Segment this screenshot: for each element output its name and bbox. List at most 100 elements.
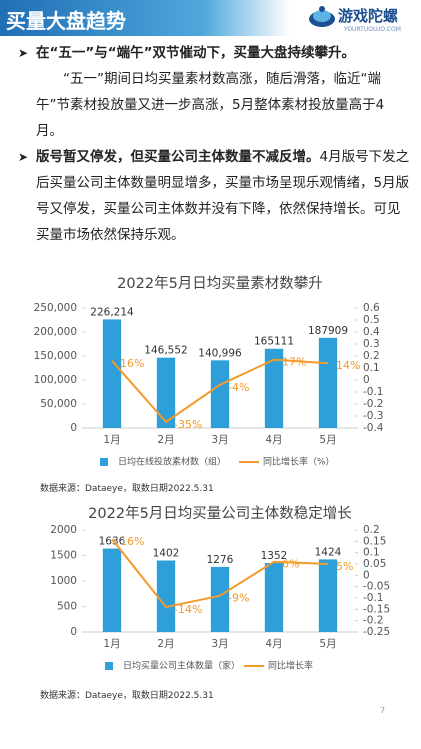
x-tick-label: 4月 — [265, 638, 282, 650]
legend-label: 同比增长率 — [268, 660, 313, 672]
x-tick-label: 2月 — [157, 638, 174, 650]
line-value-label: -4% — [228, 381, 249, 394]
header-bar — [0, 0, 290, 36]
tick-label: 1000 — [50, 575, 77, 587]
bar — [102, 319, 122, 428]
tick-label: 0.1 — [363, 547, 380, 559]
header-title: 买量大盘趋势 — [6, 9, 126, 33]
bar-value-label: 226,214 — [90, 306, 134, 318]
bar — [210, 360, 230, 428]
tick-label: 0 — [363, 374, 370, 386]
x-tick-label: 5月 — [319, 638, 336, 650]
bar — [264, 348, 284, 428]
bar-value-label: 146,552 — [144, 345, 187, 357]
bar-value-label: 1424 — [315, 546, 342, 558]
legend-marker — [105, 662, 113, 670]
chart-title: 2022年5月日均买量公司主体数稳定增长 — [88, 505, 352, 522]
bar — [102, 548, 122, 632]
tick-label: -0.4 — [363, 422, 384, 434]
tick-label: 0.05 — [363, 558, 386, 570]
line-value-label: 6% — [282, 558, 299, 571]
bullet-lead: 在“五一”与“端午”双节催动下，买量大盘持续攀升。 — [36, 45, 355, 61]
tick-label: 100,000 — [34, 374, 77, 386]
tick-label: 150,000 — [34, 350, 77, 362]
logo-icon — [309, 6, 335, 27]
legend-marker — [100, 458, 108, 466]
tick-label: -0.05 — [363, 581, 390, 593]
header: 买量大盘趋势 游戏陀螺 YOURTUOLUO.COM — [0, 0, 421, 36]
bar — [264, 563, 284, 632]
bar — [156, 357, 176, 428]
x-tick-label: 5月 — [319, 434, 336, 446]
tick-label: 0.15 — [363, 535, 386, 547]
tick-label: 0.4 — [363, 326, 380, 338]
line-value-label: 16% — [120, 357, 144, 370]
bar — [318, 337, 338, 428]
x-tick-label: 4月 — [265, 434, 282, 446]
x-tick-label: 3月 — [211, 638, 228, 650]
bar-value-label: 1402 — [153, 547, 180, 559]
bar-value-label: 1276 — [207, 554, 234, 566]
bullet: ➤ 版号暂又停发，但买量公司主体数量不减反增。4月版号下发之后买量公司主体数量明显… — [18, 149, 410, 243]
bar-value-label: 1352 — [261, 550, 288, 562]
chart-title: 2022年5月日均买量素材数攀升 — [117, 275, 323, 292]
line — [111, 538, 329, 609]
legend-label: 同比增长率（%） — [263, 456, 335, 468]
tick-label: 0.6 — [363, 302, 380, 314]
tick-label: -0.2 — [363, 398, 384, 410]
tick-label: 0.1 — [363, 362, 380, 374]
x-tick-label: 2月 — [157, 434, 174, 446]
legend-label: 日均买量公司主体数量（家） — [123, 660, 240, 672]
tick-label: 50,000 — [40, 398, 77, 410]
source-note: 数据来源：Dataeye，取数日期2022.5.31 — [40, 691, 214, 701]
chart: 2022年5月日均买量公司主体数稳定增长 0 500 1000 1500 2000 -0.2… — [50, 505, 390, 672]
line-value-label: 17% — [282, 356, 306, 369]
line-value-label: 16% — [120, 535, 144, 548]
tick-label: 200,000 — [34, 326, 77, 338]
tick-label: -0.2 — [363, 615, 384, 627]
tick-label: 0 — [363, 569, 370, 581]
tick-label: 0.3 — [363, 338, 380, 350]
page-number: 7 — [380, 706, 386, 715]
chart: 2022年5月日均买量素材数攀升 0 50,000 100,000 150,000 200… — [34, 275, 384, 468]
logo-text: 游戏陀螺 — [338, 7, 399, 25]
tick-label: 250,000 — [34, 302, 77, 314]
line-value-label: -14% — [174, 603, 202, 616]
bullet-body: 4月版号下发之后买量公司主体数量明显增多，买量市场呈现乐观情绪，5月版号又停发，… — [36, 149, 410, 243]
line-value-label: 5% — [336, 560, 353, 573]
tick-label: 0.5 — [363, 314, 380, 326]
legend-label: 日均在线投放素材数（组） — [118, 456, 226, 468]
tick-label: 2000 — [50, 524, 77, 536]
x-tick-label: 3月 — [211, 434, 228, 446]
logo-subtext: YOURTUOLUO.COM — [344, 26, 401, 33]
bullet-lead: 版号暂又停发，但买量公司主体数量不减反增。 — [36, 149, 320, 165]
tick-label: 0 — [70, 422, 77, 434]
tick-label: -0.15 — [363, 603, 390, 615]
x-tick-label: 1月 — [103, 434, 120, 446]
bullet-body: “五一”期间日均买量素材数高涨，随后滑落，临近“端午”节素材投放量又进一步高涨，… — [36, 71, 385, 139]
bar-value-label: 187909 — [308, 325, 348, 337]
bar — [318, 559, 338, 632]
tick-label: -0.1 — [363, 592, 384, 604]
tick-label: -0.3 — [363, 410, 384, 422]
line-value-label: -35% — [174, 418, 202, 431]
tick-label: 500 — [57, 601, 77, 613]
line-value-label: -9% — [228, 592, 249, 605]
bar-value-label: 140,996 — [198, 347, 242, 359]
tick-label: -0.1 — [363, 386, 384, 398]
tick-label: 0 — [70, 626, 77, 638]
bar — [156, 560, 176, 632]
x-tick-label: 1月 — [103, 638, 120, 650]
source-note: 数据来源：Dataeye，取数日期2022.5.31 — [40, 484, 214, 494]
bar — [210, 566, 230, 632]
bar-value-label: 165111 — [254, 336, 294, 348]
line-value-label: 14% — [336, 359, 360, 372]
bullet: ➤ 在“五一”与“端午”双节催动下，买量大盘持续攀升。 “五一”期间日均买量素材数高… — [18, 40, 410, 144]
tick-label: -0.25 — [363, 626, 390, 638]
tick-label: 0.2 — [363, 350, 380, 362]
tick-label: 1500 — [50, 550, 77, 562]
tick-label: 0.2 — [363, 524, 380, 536]
line — [111, 358, 329, 424]
bar-value-label: 1636 — [99, 536, 126, 548]
